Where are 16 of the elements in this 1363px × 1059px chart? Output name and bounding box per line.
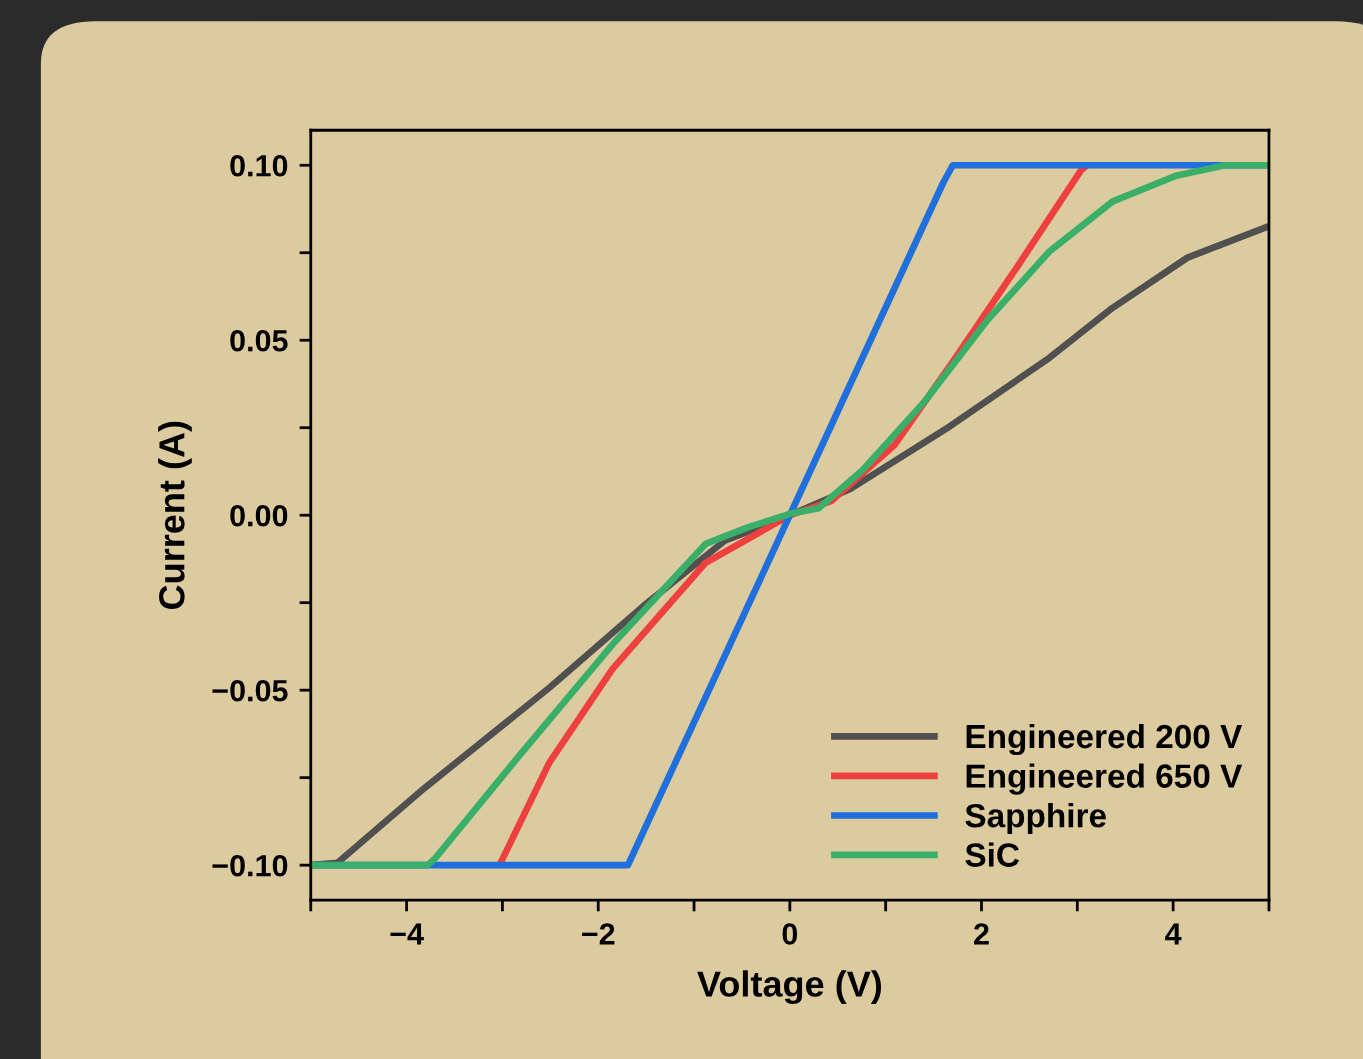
y-tick-label: 0.05 bbox=[230, 329, 288, 352]
y-tick-label: −0.05 bbox=[212, 679, 288, 702]
legend-label: Engineered 200 V bbox=[966, 723, 1243, 756]
x-tick-label: 0 bbox=[782, 923, 798, 945]
x-tick-label: −4 bbox=[390, 923, 424, 945]
legend-label: Engineered 650 V bbox=[966, 763, 1243, 795]
y-tick-label: 0.10 bbox=[230, 154, 288, 177]
y-axis-title: Current (A) bbox=[158, 421, 192, 609]
legend-label: SiC bbox=[965, 842, 1020, 867]
x-tick-label: 4 bbox=[1165, 923, 1182, 945]
y-tick-label: −0.10 bbox=[212, 854, 288, 877]
x-tick-label: 2 bbox=[974, 923, 989, 945]
x-axis-title: Voltage (V) bbox=[697, 970, 882, 1005]
x-tick-label: −2 bbox=[582, 923, 615, 945]
y-tick-label: 0.00 bbox=[230, 504, 288, 527]
legend-label: Sapphire bbox=[965, 803, 1106, 835]
